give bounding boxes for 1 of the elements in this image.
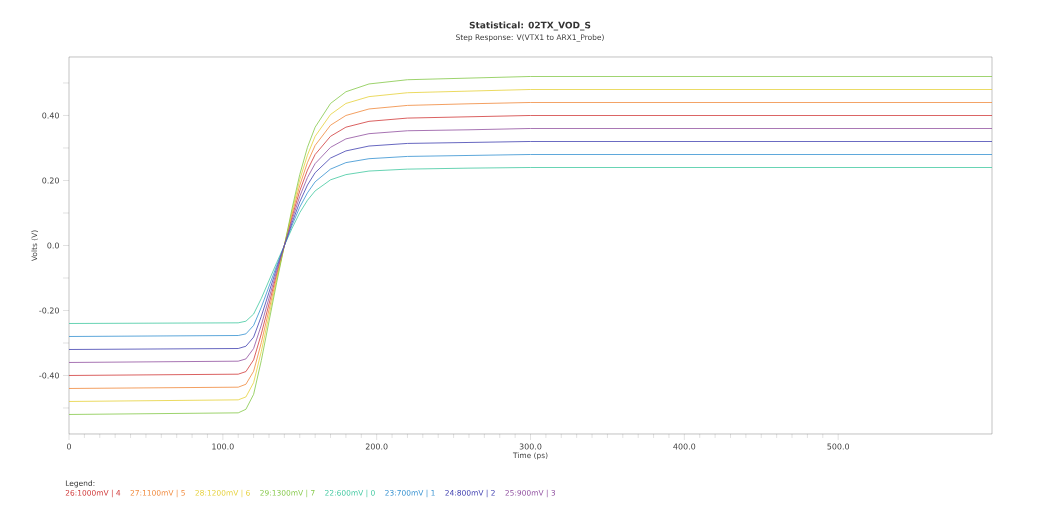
chart-title: Statistical: 02TX_VOD_S: [469, 21, 591, 31]
